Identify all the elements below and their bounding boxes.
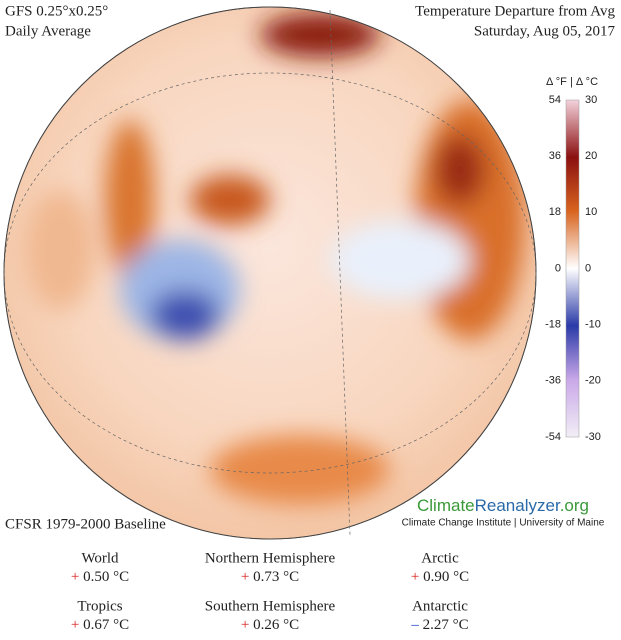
anomaly-sign: +	[241, 569, 249, 585]
date: Saturday, Aug 05, 2017	[474, 23, 616, 39]
anomaly-sign: +	[411, 569, 419, 585]
anomaly-value: 0.50 °C	[83, 569, 129, 585]
fahrenheit-tick: -54	[545, 431, 561, 443]
globe	[3, 6, 537, 540]
fahrenheit-tick: 18	[549, 206, 561, 218]
logo-part: Reanalyzer	[475, 496, 561, 515]
colorbar-units: Δ °F | Δ °C	[546, 76, 598, 88]
logo: ClimateReanalyzer.org	[417, 496, 589, 515]
anomaly-sign: +	[71, 569, 79, 585]
period: Daily Average	[5, 23, 91, 39]
region-name: Tropics	[77, 598, 122, 614]
baseline: CFSR 1979-2000 Baseline	[5, 516, 166, 532]
affiliation: Climate Change Institute | University of…	[402, 518, 605, 529]
fahrenheit-tick: 54	[549, 94, 561, 106]
title: Temperature Departure from Avg	[415, 3, 615, 19]
model: GFS 0.25°x0.25°	[5, 3, 108, 19]
anomaly-value: 0.73 °C	[253, 569, 299, 585]
region-anomaly: + 0.50 °C	[71, 569, 129, 585]
region-name: Southern Hemisphere	[205, 598, 336, 614]
fahrenheit-tick: 36	[549, 150, 561, 162]
region-name: Arctic	[421, 550, 459, 566]
logo-part: Climate	[417, 496, 475, 515]
celsius-tick: 10	[585, 206, 597, 218]
anomaly-value: 0.90 °C	[423, 569, 469, 585]
colorbar	[565, 99, 580, 438]
region-name: World	[81, 550, 119, 566]
celsius-tick: 30	[585, 94, 597, 106]
region-name: Antarctic	[412, 598, 468, 614]
fahrenheit-tick: 0	[555, 262, 561, 274]
anomaly-sign: +	[71, 617, 79, 633]
fahrenheit-tick: -18	[545, 319, 561, 331]
region-name: Northern Hemisphere	[205, 550, 336, 566]
fahrenheit-tick: -36	[545, 375, 561, 387]
logo-part: .org	[560, 496, 589, 515]
anomaly-value: 0.26 °C	[253, 617, 299, 633]
anomaly-sign: +	[241, 617, 249, 633]
celsius-tick: 20	[585, 150, 597, 162]
celsius-tick: 0	[585, 262, 591, 274]
region-anomaly: + 0.73 °C	[241, 569, 299, 585]
region-anomaly: – 2.27 °C	[410, 617, 468, 633]
celsius-tick: -30	[585, 431, 601, 443]
celsius-tick: -20	[585, 375, 601, 387]
anomaly-value: 2.27 °C	[423, 617, 469, 633]
anomaly-sign: –	[410, 617, 419, 633]
region-anomaly: + 0.26 °C	[241, 617, 299, 633]
region-anomaly: + 0.67 °C	[71, 617, 129, 633]
celsius-tick: -10	[585, 319, 601, 331]
region-anomaly: + 0.90 °C	[411, 569, 469, 585]
anomaly-value: 0.67 °C	[83, 617, 129, 633]
